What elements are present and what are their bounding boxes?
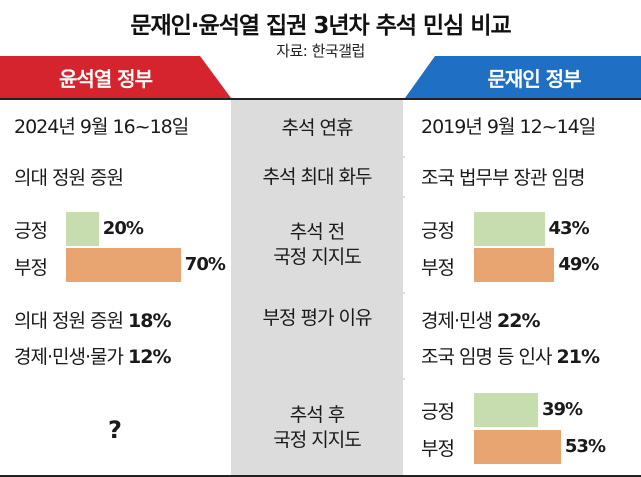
negative-value-label: 70%: [184, 254, 226, 275]
negative-label: 부정: [14, 257, 48, 279]
row-label-approval-before: 추석 전 국정 지지도: [231, 198, 403, 292]
row-divider: [0, 196, 641, 198]
negative-value-label: 53%: [564, 436, 606, 457]
row-label-reasons: 부정 평가 이유: [231, 294, 403, 378]
row-label-holiday: 추석 연휴: [231, 100, 403, 156]
topic-moon: 조국 법무부 장관 임명: [421, 167, 585, 189]
reason-yoon-1: 의대 정원 증원 18%: [14, 310, 172, 332]
page-title: 문재인·윤석열 집권 3년차 추석 민심 비교: [130, 13, 511, 39]
row-label-approval-after: 추석 후 국정 지지도: [231, 380, 403, 475]
positive-label: 긍정: [14, 220, 48, 242]
header-yoon-label: 윤석열 정부: [59, 66, 153, 91]
header-moon: 문재인 정부: [405, 56, 641, 98]
source-note: 자료: 한국갤럽: [276, 42, 365, 60]
positive-label: 긍정: [421, 401, 455, 423]
negative-bar: [66, 248, 181, 282]
top-rule: [0, 98, 641, 100]
positive-bar: [474, 212, 545, 246]
negative-value-label: 49%: [558, 254, 599, 275]
reason-moon-2: 조국 임명 등 인사 21%: [421, 346, 600, 368]
row-divider: [0, 378, 641, 380]
positive-value-label: 20%: [102, 218, 144, 239]
positive-bar: [66, 212, 99, 246]
negative-label: 부정: [421, 257, 455, 279]
positive-value-label: 39%: [541, 399, 583, 420]
positive-label: 긍정: [421, 220, 455, 242]
topic-yoon: 의대 정원 증원: [14, 167, 124, 189]
positive-bar: [474, 393, 538, 427]
positive-value-label: 43%: [548, 218, 590, 239]
header-moon-label: 문재인 정부: [487, 66, 582, 91]
bottom-rule: [0, 475, 641, 477]
row-divider: [0, 292, 641, 294]
reason-yoon-2: 경제·민생·물가 12%: [14, 346, 172, 368]
row-label-topic: 추석 최대 화두: [231, 158, 403, 196]
row-divider: [0, 156, 641, 158]
header-yoon: 윤석열 정부: [0, 56, 231, 98]
holiday-dates-yoon: 2024년 9월 16~18일: [14, 116, 189, 138]
unknown-mark: ?: [108, 416, 122, 444]
holiday-dates-moon: 2019년 9월 12~14일: [421, 116, 596, 138]
reason-moon-1: 경제·민생 22%: [421, 310, 541, 332]
negative-label: 부정: [421, 438, 455, 460]
negative-bar: [474, 248, 555, 282]
negative-bar: [474, 430, 561, 464]
